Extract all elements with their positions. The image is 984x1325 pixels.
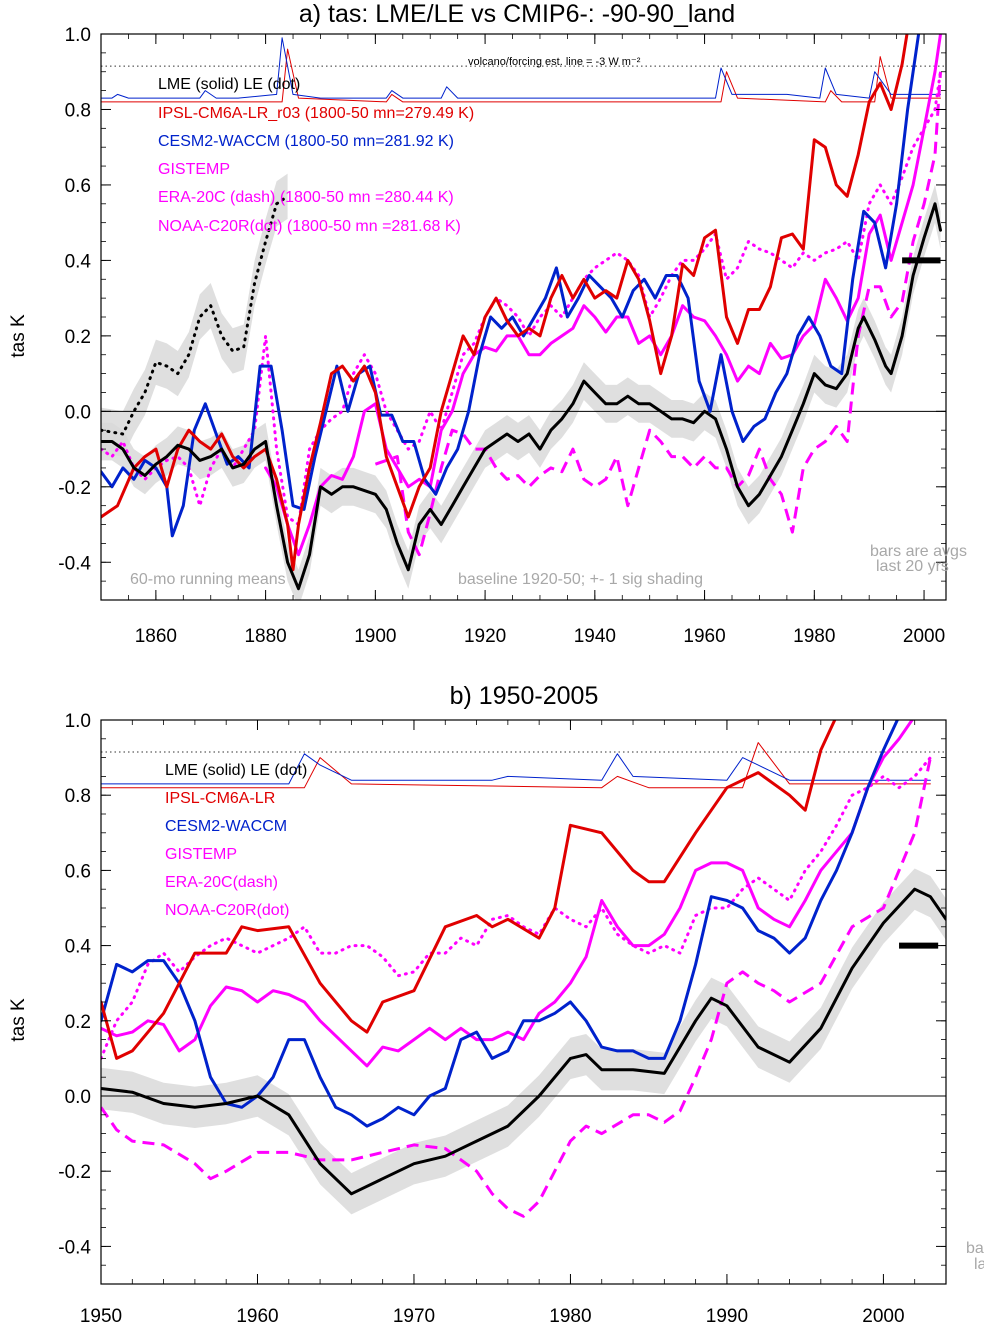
legend-noaa-c20r: NOAA-C20R(dot) — [165, 902, 289, 919]
plot-clip-group — [101, 34, 946, 600]
series-cmip6-volcanic-forcing — [101, 742, 931, 789]
plot-clip-group — [101, 720, 946, 1218]
y-tick-label: 0.0 — [65, 402, 91, 423]
y-tick-label: -0.4 — [58, 553, 91, 574]
y-tick-label: 0.2 — [65, 1012, 91, 1033]
legend-cesm2: CESM2-WACCM — [165, 818, 287, 835]
panel-a-legend: LME (solid) LE (dot) IPSL-CM6A-LR_r03 (1… — [158, 76, 474, 235]
series-noaa-c20r — [101, 756, 932, 1060]
bars-note: bars are avgs — [870, 543, 967, 560]
lme-sigma-shading — [101, 184, 941, 600]
panel-b-plot-area — [100, 719, 947, 1285]
legend-lme-le: LME (solid) LE (dot) — [158, 76, 300, 93]
legend-era20c: ERA-20C(dash) — [165, 874, 278, 891]
y-tick-label: -0.4 — [58, 1237, 91, 1258]
legend-gistemp: GISTEMP — [165, 846, 237, 863]
x-tick-label: 2000 — [862, 1306, 904, 1325]
x-tick-label: 1940 — [574, 626, 616, 647]
legend-lme-le: LME (solid) LE (dot) — [165, 762, 307, 779]
x-tick-label: 1920 — [464, 626, 506, 647]
panel-a-title: a) tas: LME/LE vs CMIP6-: -90-90_land — [299, 0, 735, 28]
series-era-20c — [101, 757, 932, 1218]
y-tick-label: 0.8 — [65, 786, 91, 807]
legend-ipsl: IPSL-CM6A-LR_r03 (1800-50 mn=279.49 K) — [158, 105, 474, 122]
panel-b-legend: LME (solid) LE (dot) IPSL-CM6A-LR CESM2-… — [165, 762, 307, 919]
y-tick-label: 1.0 — [65, 711, 91, 732]
bars-note: ba — [966, 1240, 984, 1257]
series-noaa-c20r — [101, 70, 942, 526]
series-cesm2-waccm — [101, 34, 921, 538]
volcano-note: volcano/forcing est. line = -3 W m⁻² — [468, 56, 641, 68]
x-tick-label: 1980 — [549, 1306, 591, 1325]
series-lme-volcanic-forcing — [101, 37, 941, 99]
x-tick-label: 1960 — [236, 1306, 278, 1325]
y-tick-label: 0.4 — [65, 937, 92, 958]
x-tick-label: 1960 — [683, 626, 725, 647]
series-era-20c — [374, 71, 942, 557]
series-lme — [101, 887, 946, 1196]
bars-note-line2: la — [974, 1256, 984, 1273]
x-tick-label: 1990 — [706, 1306, 748, 1325]
series-cesm2-waccm — [101, 720, 899, 1128]
legend-cesm2: CESM2-WACCM (1800-50 mn=281.92 K) — [158, 133, 454, 150]
panel-b-tick-labels: -0.4 -0.2 0.0 0.2 0.4 0.6 0.8 1.0 1950 1960 1970 19… — [58, 711, 904, 1325]
panel-a-tick-labels: -0.4 -0.2 0.0 0.2 0.4 0.6 0.8 1.0 1860 1880 1900 19… — [58, 25, 945, 647]
legend-era20c: ERA-20C (dash) (1800-50 mn =280.44 K) — [158, 189, 454, 206]
le-sigma-shading — [101, 173, 288, 457]
x-tick-label: 1950 — [80, 1306, 122, 1325]
x-tick-label: 1980 — [793, 626, 835, 647]
x-tick-label: 1900 — [354, 626, 396, 647]
legend-noaa-c20r: NOAA-C20R(dot) (1800-50 mn =281.68 K) — [158, 218, 461, 235]
x-tick-label: 1880 — [244, 626, 286, 647]
y-tick-label: 0.0 — [65, 1087, 91, 1108]
bars-note-line2: last 20 yrs — [876, 558, 949, 575]
y-tick-label: -0.2 — [58, 1162, 91, 1183]
y-tick-label: -0.2 — [58, 478, 91, 499]
y-tick-label: 0.6 — [65, 176, 91, 197]
series-ipsl-cm6a-lr — [101, 720, 837, 1060]
panel-b-ylabel: tas K — [8, 998, 29, 1042]
panel-b-title: b) 1950-2005 — [450, 682, 599, 710]
series-le — [101, 194, 290, 436]
running-mean-note: 60-mo running means — [130, 571, 286, 588]
series-ipsl-cm6a-lr-r03 — [101, 34, 909, 572]
series-lme — [101, 202, 942, 591]
panel-b: b) 1950-2005 tas K -0.4 -0.2 0.0 0.2 0.4 0.6 0… — [8, 682, 984, 1325]
lme-sigma-shading — [101, 868, 946, 1215]
panel-a-plot-area — [100, 33, 947, 601]
y-tick-label: 0.2 — [65, 327, 91, 348]
x-tick-label: 1860 — [135, 626, 177, 647]
x-tick-label: 2000 — [903, 626, 945, 647]
y-tick-label: 0.6 — [65, 861, 91, 882]
y-tick-label: 0.4 — [65, 251, 92, 272]
y-tick-label: 0.8 — [65, 100, 91, 121]
baseline-note: baseline 1920-50; +- 1 sig shading — [458, 571, 703, 588]
x-tick-label: 1970 — [393, 1306, 435, 1325]
panel-a-ylabel: tas K — [8, 314, 29, 358]
legend-ipsl: IPSL-CM6A-LR — [165, 790, 275, 807]
panel-a: a) tas: LME/LE vs CMIP6-: -90-90_land ta… — [8, 0, 967, 647]
series-lme-volcanic-forcing — [101, 753, 931, 785]
legend-gistemp: GISTEMP — [158, 161, 230, 178]
y-tick-label: 1.0 — [65, 25, 91, 46]
